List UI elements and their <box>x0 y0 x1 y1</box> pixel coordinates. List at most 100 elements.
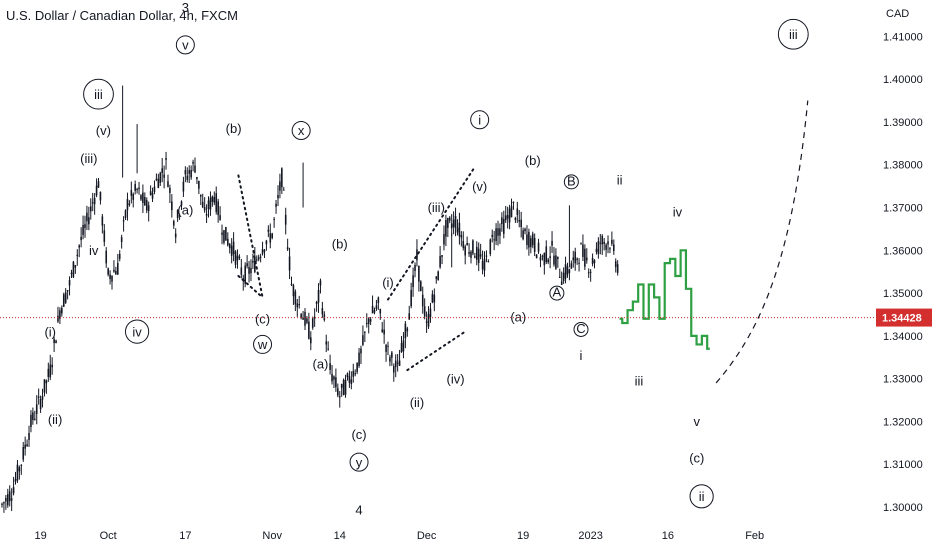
candle <box>508 204 511 230</box>
candle <box>589 269 592 282</box>
candle <box>433 288 436 312</box>
wave-label: (iii) <box>80 151 97 166</box>
candle <box>537 238 540 254</box>
candle <box>221 224 223 245</box>
candle <box>603 238 605 251</box>
candle <box>26 439 28 447</box>
trend-line <box>237 174 264 299</box>
candle <box>499 223 501 244</box>
wave-label-text: (iv) <box>447 371 465 386</box>
candle <box>47 362 50 382</box>
candle <box>66 289 69 300</box>
candle <box>541 254 544 261</box>
wave-label: C <box>573 321 589 337</box>
wave-label-text: B <box>567 173 576 188</box>
candle <box>317 283 320 313</box>
x-tick-label: Nov <box>262 530 282 542</box>
candle <box>425 311 428 333</box>
candle <box>472 239 474 256</box>
wave-label: iii <box>83 78 114 110</box>
wave-label: w <box>253 334 273 354</box>
candle <box>585 248 588 264</box>
candle <box>8 485 11 507</box>
candle <box>99 191 102 205</box>
candle <box>578 258 580 272</box>
candle <box>539 253 542 268</box>
candle <box>375 299 378 311</box>
candle <box>117 253 119 275</box>
currency-label: CAD <box>886 8 910 20</box>
candle <box>597 237 600 259</box>
candle <box>300 312 302 320</box>
candle <box>543 252 546 275</box>
candle <box>439 246 441 269</box>
candle <box>53 336 55 352</box>
candle <box>1 502 3 508</box>
candle <box>367 317 370 334</box>
candle <box>232 232 235 262</box>
candle <box>580 242 582 245</box>
candle <box>443 225 445 251</box>
candle <box>497 220 499 246</box>
candle <box>136 187 138 194</box>
candle <box>485 250 488 263</box>
candle <box>566 262 569 278</box>
wave-label: ii <box>617 172 623 187</box>
wave-label: ii <box>689 484 714 509</box>
y-tick-label: 1.33000 <box>883 374 923 386</box>
candle <box>389 354 391 367</box>
candle <box>394 354 397 378</box>
candle <box>454 207 457 237</box>
wave-label-text: (iii) <box>428 200 445 215</box>
candle <box>12 476 15 496</box>
candle <box>609 246 611 254</box>
candle <box>282 186 285 191</box>
wave-label-text: (ii) <box>48 412 62 427</box>
candle <box>333 375 335 389</box>
candle <box>255 255 258 262</box>
candle <box>344 374 347 398</box>
candle <box>605 243 607 257</box>
chart-title: U.S. Dollar / Canadian Dollar, 4h, FXCM <box>6 8 238 23</box>
wave-label: iii <box>777 18 809 50</box>
x-tick-label: 19 <box>34 530 46 542</box>
candle <box>531 231 534 249</box>
candle <box>335 368 337 392</box>
candle <box>91 192 94 212</box>
wave-label: A <box>549 285 565 301</box>
candle <box>315 300 318 312</box>
y-tick-label: 1.30000 <box>883 502 923 514</box>
candle <box>381 322 384 333</box>
candle <box>474 252 476 259</box>
candle <box>34 410 36 421</box>
candle <box>292 283 295 305</box>
candle <box>89 198 92 220</box>
candle <box>140 194 142 201</box>
wave-label-text: (i) <box>44 324 56 339</box>
candle <box>329 354 331 375</box>
candle <box>530 235 532 254</box>
candle <box>153 180 156 195</box>
candle <box>373 307 376 315</box>
candle <box>535 254 538 259</box>
candle <box>468 243 470 257</box>
candle <box>103 224 106 247</box>
candle <box>169 184 171 204</box>
candle <box>57 306 59 324</box>
candle <box>364 331 366 342</box>
candle <box>568 268 571 281</box>
candle <box>431 290 434 304</box>
candle <box>138 181 140 195</box>
candle <box>151 187 154 203</box>
wave-label-text: x <box>298 123 305 138</box>
candle <box>3 501 5 513</box>
x-tick-label: Oct <box>100 530 117 542</box>
candle <box>574 247 577 271</box>
candle <box>80 227 82 248</box>
candle <box>310 331 312 351</box>
candle <box>327 341 329 351</box>
wave-label-text: (c) <box>255 311 270 326</box>
candle <box>477 242 480 272</box>
y-tick-label: 1.38000 <box>883 160 923 172</box>
